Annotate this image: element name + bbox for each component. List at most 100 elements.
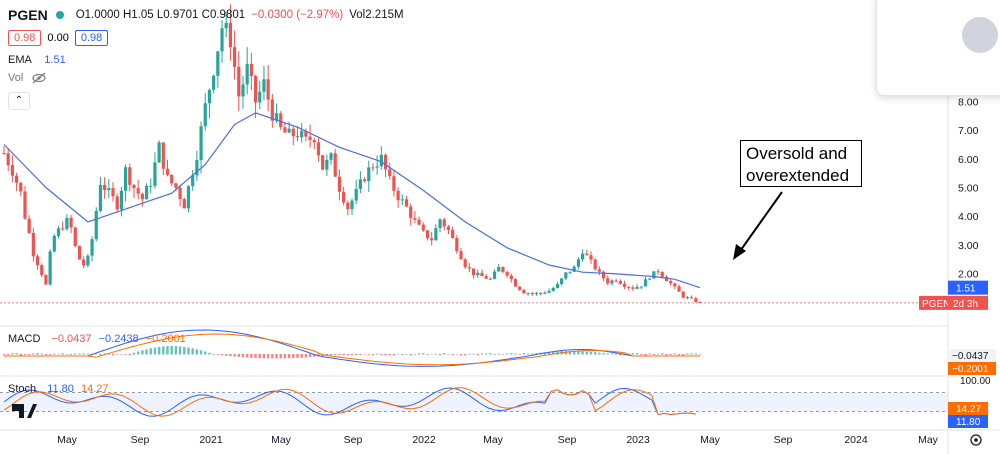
ema-legend[interactable]: EMA 1.51 xyxy=(8,54,66,66)
candle-body xyxy=(329,153,333,160)
macd-hist-bar xyxy=(497,353,500,355)
candle-body xyxy=(631,287,635,289)
macd-line-value: −0.2438 xyxy=(98,333,139,345)
macd-hist-bar xyxy=(300,354,303,358)
candle xyxy=(52,233,56,253)
candle xyxy=(186,185,191,213)
stoch-k-value: 11.80 xyxy=(47,383,74,395)
candle-body xyxy=(593,259,597,270)
candle xyxy=(191,169,195,191)
candle-body xyxy=(643,279,648,287)
candle xyxy=(61,221,65,231)
candle xyxy=(165,159,170,177)
candle-body xyxy=(31,232,35,257)
macd-hist-bar xyxy=(275,354,278,359)
candle xyxy=(253,74,258,119)
stoch-legend[interactable]: Stoch 11.80 14.27 xyxy=(8,383,109,395)
candle xyxy=(484,273,488,279)
time-axis-label: Sep xyxy=(558,434,577,446)
stoch-d-tag-bg xyxy=(948,402,988,415)
symbol-name[interactable]: PGEN xyxy=(8,7,48,23)
macd-hist-bar xyxy=(405,353,408,355)
candle xyxy=(492,269,497,280)
candle-body xyxy=(404,199,409,207)
candle xyxy=(430,231,434,246)
macd-hist-bar xyxy=(635,353,639,355)
annotation-callout[interactable]: Oversold and overextended xyxy=(740,140,862,187)
macd-hist-bar xyxy=(380,354,383,356)
candle xyxy=(115,193,119,213)
macd-hist-bar xyxy=(237,354,240,357)
macd-hist-tag: −0.0437 xyxy=(952,351,989,362)
stoch-label: Stoch xyxy=(8,383,37,395)
eye-crossed-icon[interactable] xyxy=(31,72,47,84)
candle xyxy=(140,192,144,207)
stoch-axis-100: 100.00 xyxy=(960,376,991,387)
candle xyxy=(652,271,656,279)
macd-hist-bar xyxy=(573,351,576,355)
candle xyxy=(103,177,107,199)
candle-body xyxy=(153,162,157,186)
macd-hist-bar xyxy=(191,348,194,355)
stoch-band xyxy=(0,392,948,412)
macd-hist-bar xyxy=(484,353,488,355)
macd-hist-bar xyxy=(233,354,236,357)
candle-body xyxy=(237,66,241,97)
macd-hist-bar xyxy=(208,352,211,355)
candle xyxy=(19,182,23,197)
macd-hist-bar xyxy=(396,353,400,355)
candle-body xyxy=(216,51,220,76)
macd-hist-bar xyxy=(698,354,702,355)
candle-body xyxy=(459,251,463,260)
candle-body xyxy=(119,190,123,210)
candle xyxy=(90,236,94,262)
candle xyxy=(249,52,253,91)
candle xyxy=(446,224,451,235)
macd-hist-bar xyxy=(220,354,224,356)
candle-body xyxy=(325,159,329,170)
candle-body xyxy=(6,153,10,166)
candle-body xyxy=(576,259,581,267)
candle xyxy=(509,273,513,283)
candle xyxy=(14,172,19,191)
time-axis-label: May xyxy=(271,434,292,446)
candle-body xyxy=(69,217,73,228)
candle xyxy=(170,174,174,187)
macd-hist-bar xyxy=(279,354,282,359)
candle xyxy=(593,258,597,271)
vol-legend[interactable]: Vol xyxy=(8,72,47,84)
candle-body xyxy=(19,182,23,192)
candle-body xyxy=(111,188,115,197)
macd-hist-bar xyxy=(426,354,429,355)
candle xyxy=(631,285,635,291)
candle-body xyxy=(635,286,639,289)
time-axis-label: Sep xyxy=(344,434,363,446)
macd-legend[interactable]: MACD −0.0437 −0.2438 −0.2001 xyxy=(8,333,186,345)
candle xyxy=(279,110,283,131)
macd-hist-bar xyxy=(2,354,6,356)
macd-pane xyxy=(2,329,702,367)
popup-card[interactable] xyxy=(876,0,1000,96)
candle-body xyxy=(295,136,300,138)
candle-body xyxy=(291,128,295,137)
candle xyxy=(69,214,73,234)
ask-price[interactable]: 0.98 xyxy=(74,30,109,46)
macd-hist-bar xyxy=(648,353,651,355)
candle-body xyxy=(400,199,404,201)
collapse-legend-button[interactable]: ⌃ xyxy=(8,92,30,110)
candle-body xyxy=(253,75,258,103)
candle-body xyxy=(287,128,291,133)
candle xyxy=(207,88,212,119)
macd-signal-line xyxy=(4,333,700,366)
candle-body xyxy=(597,269,601,272)
bid-price[interactable]: 0.98 xyxy=(8,30,42,46)
candle-body xyxy=(648,278,652,280)
macd-hist-bar xyxy=(308,354,312,358)
macd-line xyxy=(4,329,700,367)
price-tag-symbol: PGEN xyxy=(922,299,950,310)
macd-label: MACD xyxy=(8,333,41,345)
candle xyxy=(82,256,86,269)
macd-hist-bar xyxy=(644,354,647,356)
macd-hist-bar xyxy=(518,354,521,355)
